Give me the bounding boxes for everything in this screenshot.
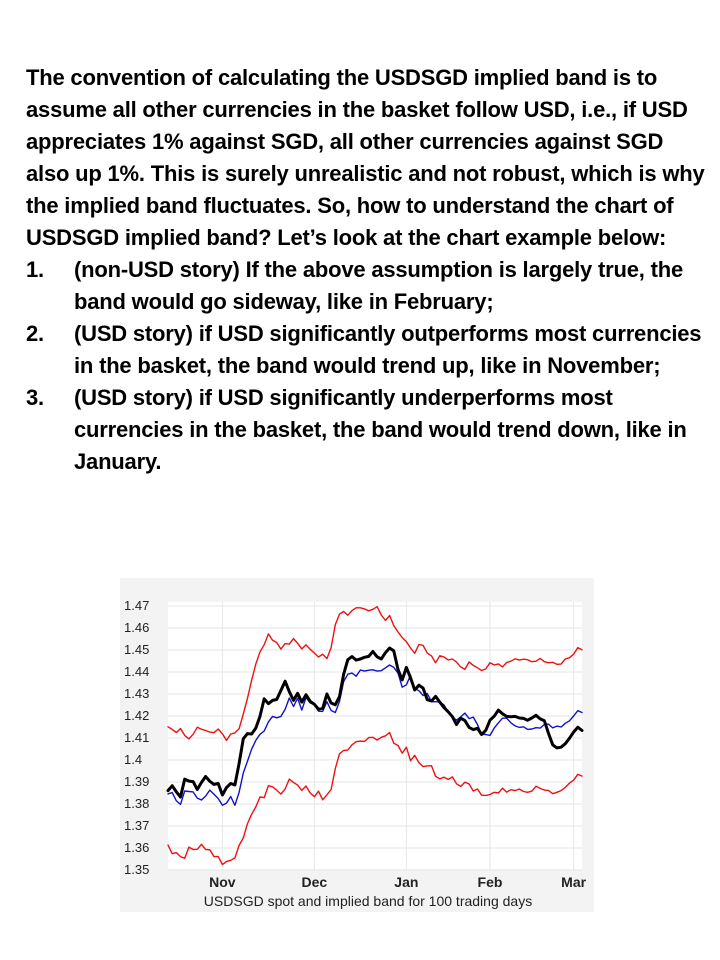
plot-area — [168, 602, 582, 870]
y-tick-label: 1.42 — [124, 708, 149, 723]
y-tick-label: 1.35 — [124, 862, 149, 877]
y-tick-label: 1.39 — [124, 774, 149, 789]
list-number: 1. — [26, 257, 44, 282]
y-tick-label: 1.36 — [124, 840, 149, 855]
y-tick-label: 1.38 — [124, 796, 149, 811]
text-content: The convention of calculating the USDSGD… — [26, 62, 706, 478]
list-number: 2. — [26, 321, 44, 346]
list-item: 3. (USD story) if USD significantly under… — [26, 382, 706, 478]
list-text: (USD story) if USD significantly underpe… — [74, 385, 687, 474]
line-chart: 1.47 1.46 1.45 1.44 1.43 1.42 1.41 1.4 1.39 1.38 1… — [124, 598, 587, 909]
x-tick-label: Feb — [478, 874, 503, 890]
x-tick-label: Jan — [394, 874, 418, 890]
chart-caption: USDSGD spot and implied band for 100 tra… — [204, 893, 532, 909]
x-tick-label: Nov — [209, 874, 236, 890]
list-text: (USD story) if USD significantly outperf… — [74, 321, 702, 378]
intro-paragraph: The convention of calculating the USDSGD… — [26, 65, 705, 250]
x-tick-label: Dec — [302, 874, 328, 890]
list-number: 3. — [26, 385, 44, 410]
y-tick-label: 1.37 — [124, 818, 149, 833]
y-tick-label: 1.4 — [124, 752, 142, 767]
y-tick-label: 1.46 — [124, 620, 149, 635]
y-tick-label: 1.43 — [124, 686, 149, 701]
series-line-mid — [167, 664, 583, 807]
series-line-lower — [167, 731, 583, 866]
y-tick-label: 1.47 — [124, 598, 149, 613]
list-item: 1. (non-USD story) If the above assumptio… — [26, 254, 706, 318]
series-line-upper — [167, 606, 583, 742]
x-tick-label: Mar — [561, 874, 586, 890]
numbered-list: 1. (non-USD story) If the above assumptio… — [26, 254, 706, 478]
list-text: (non-USD story) If the above assumption … — [74, 257, 683, 314]
chart-panel: 1.47 1.46 1.45 1.44 1.43 1.42 1.41 1.4 1.39 1.38 1… — [120, 578, 594, 912]
y-tick-label: 1.45 — [124, 642, 149, 657]
y-tick-label: 1.41 — [124, 730, 149, 745]
series-line-spot — [166, 646, 584, 799]
list-item: 2. (USD story) if USD significantly outpe… — [26, 318, 706, 382]
y-tick-label: 1.44 — [124, 664, 149, 679]
